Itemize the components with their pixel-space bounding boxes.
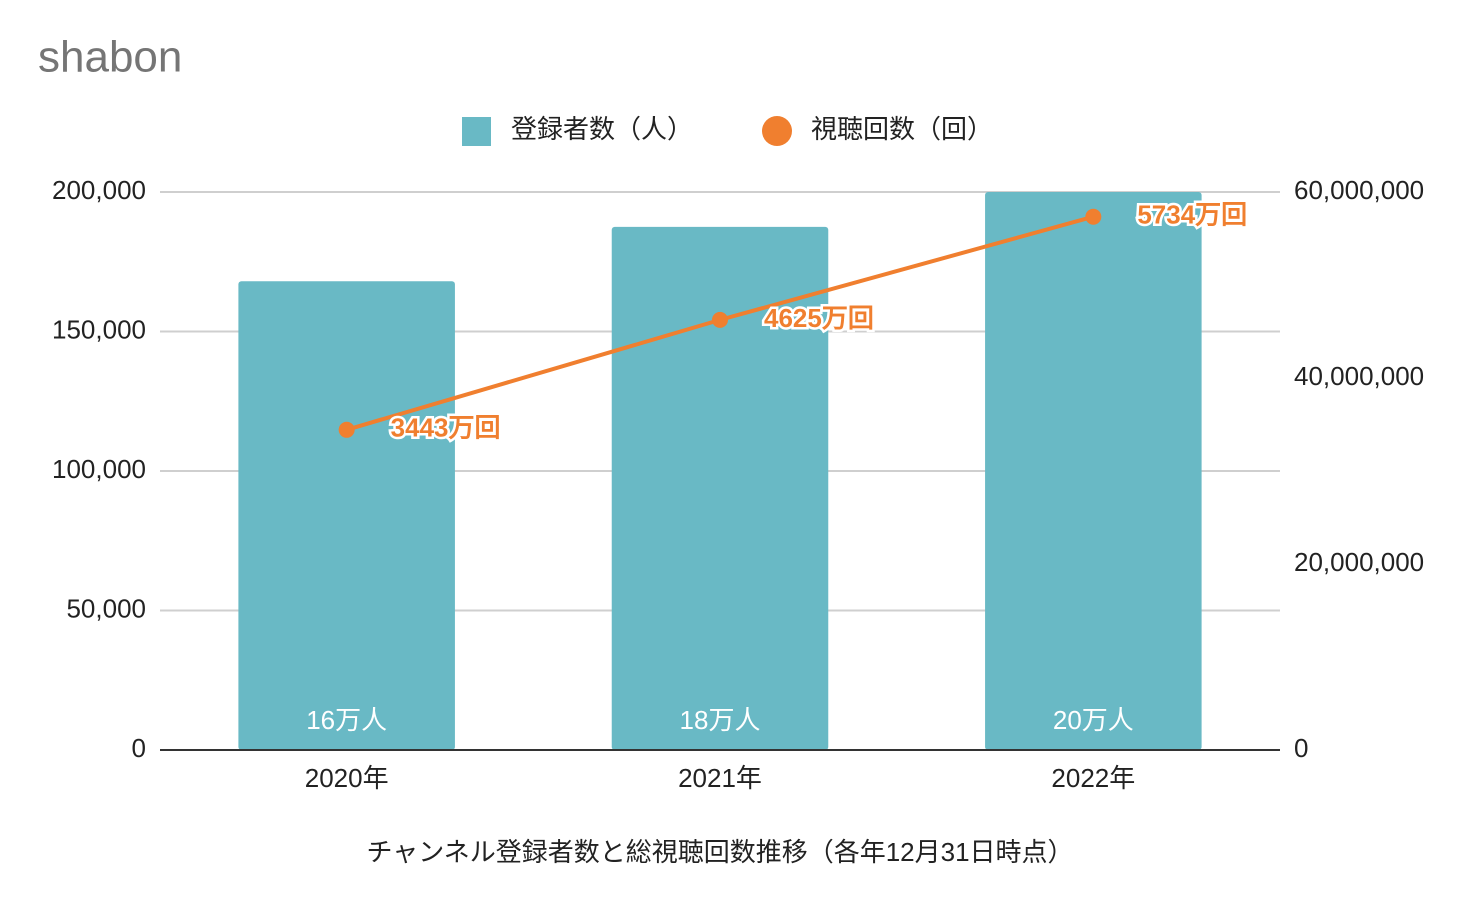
legend-label: 登録者数（人）	[511, 114, 693, 144]
bar-value-label: 20万人	[1053, 705, 1134, 735]
bar-value-label: 16万人	[306, 705, 387, 735]
bar	[238, 281, 455, 750]
y-tick-label: 100,000	[52, 454, 146, 484]
line-value-label: 4625万回	[764, 303, 874, 333]
line-value-label: 3443万回	[391, 413, 501, 443]
x-tick-label: 2021年	[678, 763, 762, 793]
legend-swatch	[462, 117, 491, 146]
bar	[611, 226, 829, 750]
x-axis-title: チャンネル登録者数と総視聴回数推移（各年12月31日時点）	[366, 837, 1073, 867]
y2-tick-label: 60,000,000	[1294, 175, 1424, 205]
chart-title: shabon	[38, 33, 182, 82]
y-tick-label: 50,000	[66, 593, 146, 623]
line-point	[1085, 208, 1102, 225]
x-tick-label: 2022年	[1051, 763, 1135, 793]
y2-tick-label: 0	[1294, 733, 1308, 763]
y2-tick-label: 20,000,000	[1294, 547, 1424, 577]
y2-tick-label: 40,000,000	[1294, 361, 1424, 391]
y-tick-label: 150,000	[52, 314, 146, 344]
line-point	[712, 311, 728, 328]
bar-value-label: 18万人	[680, 705, 761, 735]
line-value-label: 5734万回	[1137, 200, 1247, 230]
x-tick-label: 2020年	[305, 763, 389, 793]
bar	[985, 192, 1202, 750]
legend-label: 視聴回数（回）	[811, 114, 993, 144]
line-point	[338, 421, 355, 438]
y-tick-label: 0	[132, 733, 146, 763]
legend-swatch	[762, 116, 792, 146]
y-tick-label: 200,000	[52, 175, 146, 205]
